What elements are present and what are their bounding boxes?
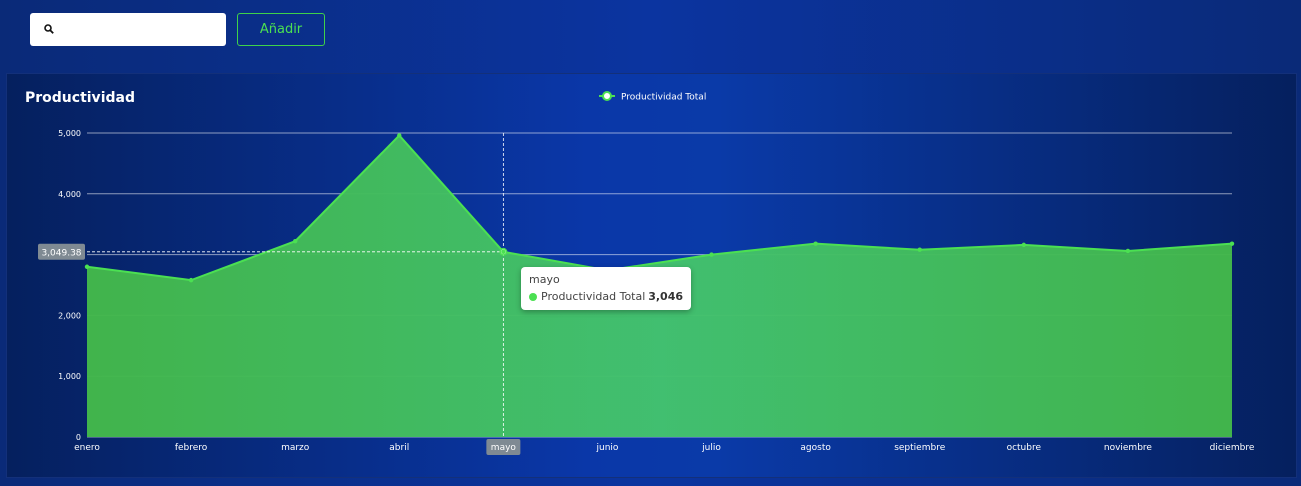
- x-tick-label-junio: junio: [595, 443, 618, 453]
- tooltip-title: mayo: [529, 273, 560, 286]
- x-tick-label-mayo: mayo: [491, 443, 517, 453]
- data-point-abril: [397, 133, 402, 138]
- data-point-febrero: [188, 277, 194, 283]
- search-icon: [44, 24, 54, 34]
- search-input[interactable]: [60, 17, 220, 43]
- data-point-julio: [709, 252, 714, 257]
- tooltip-series-dot: [529, 292, 537, 301]
- crosshair-y-label: 3,049.38: [41, 248, 81, 258]
- series-line: [86, 133, 1233, 282]
- y-tick-label: 1,000: [58, 372, 81, 381]
- search-box[interactable]: [30, 13, 226, 46]
- x-tick-label-noviembre: noviembre: [1104, 443, 1153, 453]
- tooltip-row: Productividad Total 3,046: [529, 290, 683, 303]
- tooltip-value: 3,046: [648, 290, 683, 303]
- y-tick-label: 0: [76, 433, 81, 442]
- x-tick-label-enero: enero: [74, 443, 100, 453]
- x-tick-label-marzo: marzo: [281, 443, 310, 453]
- x-tick-label-octubre: octubre: [1007, 443, 1042, 453]
- y-tick-label: 5,000: [58, 129, 81, 138]
- card-title: Productividad: [25, 90, 135, 106]
- x-tick-label-abril: abril: [389, 443, 409, 453]
- x-tick-label-diciembre: diciembre: [1210, 443, 1255, 453]
- tooltip-series-name: Productividad Total: [541, 290, 646, 303]
- top-toolbar: Añadir: [0, 0, 1301, 70]
- x-tick-label-agosto: agosto: [800, 443, 831, 453]
- data-point-octubre: [1021, 242, 1027, 248]
- x-tick-label-septiembre: septiembre: [894, 443, 945, 453]
- y-tick-label: 2,000: [58, 311, 81, 320]
- x-tick-label-febrero: febrero: [175, 443, 208, 453]
- data-point-mayo: [501, 249, 506, 255]
- data-point-diciembre: [1229, 241, 1235, 246]
- overlay-layer: 3,049.38: [38, 133, 508, 437]
- legend[interactable]: Productividad Total: [599, 91, 706, 103]
- data-point-enero: [84, 264, 90, 269]
- y-axis-ticks: 0 1,000 2,000 4,000 5,000: [58, 129, 81, 442]
- data-point-noviembre: [1125, 248, 1131, 254]
- crosshair-y-badge: [38, 243, 85, 260]
- x-tick-highlight: [486, 439, 521, 455]
- data-point-agosto: [813, 241, 818, 246]
- x-tick-label-julio: julio: [701, 443, 721, 453]
- y-tick-label: 4,000: [58, 190, 81, 199]
- data-point-marzo: [292, 239, 298, 244]
- legend-marker: [602, 91, 612, 101]
- legend-label: Productividad Total: [621, 93, 706, 103]
- data-point-septiembre: [917, 247, 922, 252]
- add-button[interactable]: Añadir: [237, 13, 325, 46]
- x-axis-ticks: enero febrero marzo abril mayo junio julio agos…: [74, 439, 1255, 455]
- chart-tooltip: mayo Productividad Total 3,046: [521, 267, 691, 310]
